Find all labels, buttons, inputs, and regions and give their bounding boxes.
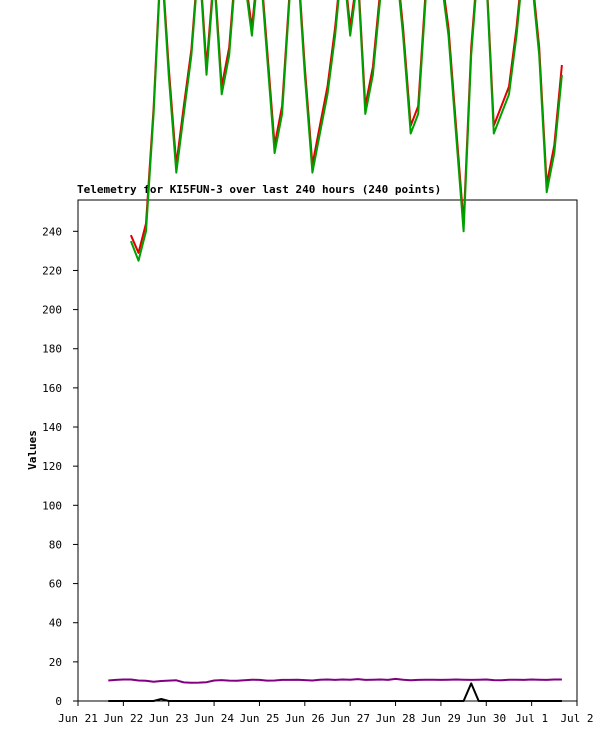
x-tick-label: Jun 24: [194, 712, 234, 725]
x-tick-label: Jun 21: [58, 712, 98, 725]
x-tick-label: Jun 27: [330, 712, 370, 725]
y-tick-label: 0: [55, 695, 62, 708]
x-tick-label: Jul 2: [560, 712, 593, 725]
series-line: [108, 682, 562, 702]
plot-frame: [77, 199, 578, 702]
chart-title: Telemetry for KI5FUN-3 over last 240 hou…: [77, 183, 441, 196]
y-axis-label: Values: [26, 430, 39, 470]
y-tick-label: 200: [42, 304, 62, 317]
x-tick-label: Jun 28: [376, 712, 416, 725]
series-line: [129, 0, 563, 262]
y-tick-label: 40: [49, 617, 62, 630]
y-tick-label: 220: [42, 264, 62, 277]
y-tick-label: 20: [49, 656, 62, 669]
y-tick-label: 160: [42, 382, 62, 395]
y-tick-label: 140: [42, 421, 62, 434]
y-tick-label: 120: [42, 460, 62, 473]
x-tick-label: Jul 1: [515, 712, 548, 725]
x-tick-label: Jun 25: [240, 712, 280, 725]
x-tick-label: Jun 29: [421, 712, 461, 725]
x-tick-label: Jun 26: [285, 712, 325, 725]
x-tick-label: Jun 23: [149, 712, 189, 725]
y-tick-label: 240: [42, 225, 62, 238]
y-tick-label: 80: [49, 538, 62, 551]
y-tick-label: 100: [42, 499, 62, 512]
y-tick-label: 180: [42, 343, 62, 356]
y-tick-label: 60: [49, 578, 62, 591]
x-tick-label: Jun 22: [103, 712, 143, 725]
x-tick-label: Jun 30: [466, 712, 506, 725]
series-line: [108, 677, 562, 684]
